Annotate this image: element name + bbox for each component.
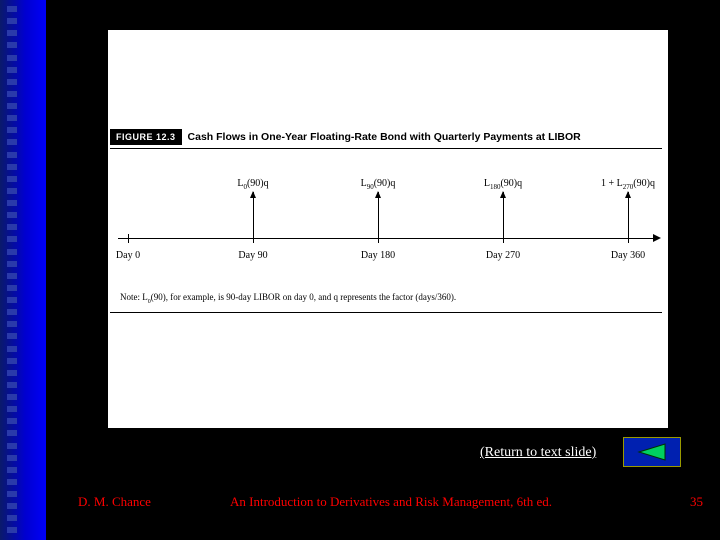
day-label: Day 270 <box>486 250 520 261</box>
timeline-arrowhead <box>653 234 661 242</box>
cashflow-arrow <box>503 192 504 234</box>
cashflow-label: L0(90)q <box>237 178 268 191</box>
figure-note: Note: L0(90), for example, is 90-day LIB… <box>120 292 456 305</box>
slide-content: FIGURE 12.3 Cash Flows in One-Year Float… <box>108 30 668 428</box>
figure-title: Cash Flows in One-Year Floating-Rate Bon… <box>188 131 581 143</box>
cashflow-arrow <box>378 192 379 234</box>
footer-page: 35 <box>690 494 703 510</box>
cashflow-label: L90(90)q <box>361 178 396 191</box>
figure-header: FIGURE 12.3 Cash Flows in One-Year Float… <box>110 128 581 146</box>
timeline-tick <box>378 234 379 243</box>
footer-author: D. M. Chance <box>78 494 151 510</box>
cashflow-label: L180(90)q <box>484 178 522 191</box>
return-button[interactable] <box>623 437 681 467</box>
timeline-tick <box>628 234 629 243</box>
figure-tag: FIGURE 12.3 <box>110 129 182 145</box>
day-label: Day 0 <box>116 250 140 261</box>
timeline-axis <box>118 238 658 239</box>
timeline-diagram: Day 0 Day 90 L0(90)q Day 180 L90(90)q Day 270… <box>118 170 658 280</box>
footer-title: An Introduction to Derivatives and Risk … <box>230 494 552 510</box>
return-link[interactable]: (Return to text slide) <box>480 445 596 461</box>
cashflow-label: 1 + L270(90)q <box>601 178 655 191</box>
day-label: Day 180 <box>361 250 395 261</box>
timeline-tick <box>503 234 504 243</box>
back-triangle-icon <box>635 442 669 462</box>
cashflow-arrow <box>628 192 629 234</box>
day-label: Day 360 <box>611 250 645 261</box>
day-label: Day 90 <box>238 250 267 261</box>
side-dashes <box>7 6 17 534</box>
figure-rule-top <box>110 148 662 149</box>
timeline-tick <box>253 234 254 243</box>
timeline-tick <box>128 234 129 243</box>
cashflow-arrow <box>253 192 254 234</box>
figure-rule-bottom <box>110 312 662 313</box>
